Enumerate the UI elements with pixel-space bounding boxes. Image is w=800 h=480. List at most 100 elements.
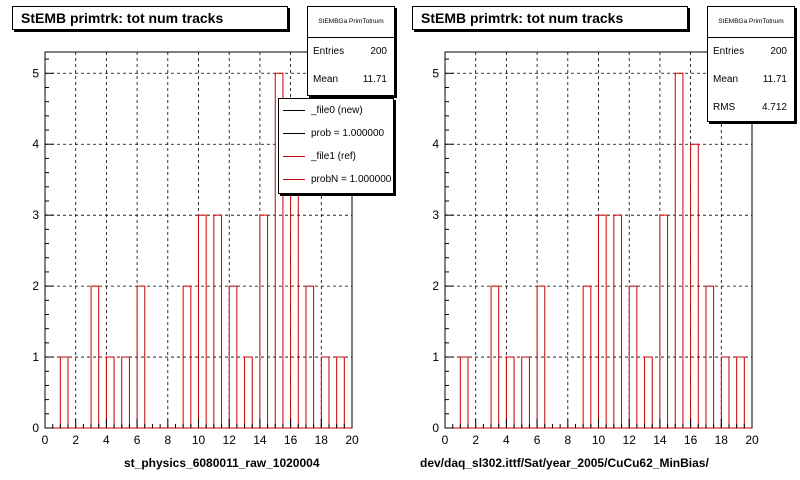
plot-title: StEMB primtrk: tot num tracks bbox=[12, 6, 288, 30]
x-tick-label: 4 bbox=[103, 433, 110, 447]
histogram-bin bbox=[644, 356, 653, 428]
legend-label: _file1 (ref) bbox=[311, 151, 357, 162]
stats-row-entries: Entries 200 bbox=[308, 38, 394, 66]
x-tick-label: 12 bbox=[223, 433, 237, 447]
y-tick-label: 0 bbox=[432, 421, 439, 435]
histogram-pad-right: 0 2 4 6 8 10 12 14 16 18 20 0 1 2 3 4 5 StEMB primtrk: t… bbox=[400, 0, 800, 480]
legend-swatch bbox=[283, 156, 305, 157]
legend-item: prob = 1.000000 bbox=[279, 122, 393, 145]
x-tick-label: 6 bbox=[534, 433, 541, 447]
x-tick-label: 20 bbox=[745, 433, 759, 447]
x-tick-label: 14 bbox=[253, 433, 267, 447]
x-tick-label: 12 bbox=[623, 433, 637, 447]
x-tick-label: 16 bbox=[684, 433, 698, 447]
y-tick-label: 3 bbox=[32, 208, 39, 222]
x-tick-label: 20 bbox=[345, 433, 359, 447]
x-tick-label: 18 bbox=[715, 433, 729, 447]
y-tick-label: 2 bbox=[32, 279, 39, 293]
stats-value: 11.71 bbox=[762, 74, 787, 85]
stats-key: Entries bbox=[713, 46, 745, 57]
stats-row-mean: Mean 11.71 bbox=[708, 66, 794, 94]
histogram-bin bbox=[536, 285, 546, 428]
stats-key: Entries bbox=[313, 46, 345, 57]
histogram-bin bbox=[182, 285, 192, 428]
stats-header: StEMBGa PrimTotnum bbox=[708, 7, 794, 38]
y-tick-label: 2 bbox=[432, 279, 439, 293]
legend-label: probN = 1.000000 bbox=[311, 174, 392, 185]
histogram-bin bbox=[336, 356, 345, 428]
histogram-bin bbox=[105, 356, 115, 428]
stats-value: 200 bbox=[370, 46, 387, 57]
histogram-bin bbox=[320, 356, 330, 428]
histogram-bin bbox=[228, 285, 238, 428]
histogram-bin bbox=[259, 214, 269, 428]
legend-label: prob = 1.000000 bbox=[311, 128, 385, 139]
x-tick-label: 0 bbox=[442, 433, 449, 447]
histogram-bin bbox=[90, 285, 100, 428]
x-tick-label: 18 bbox=[315, 433, 329, 447]
y-tick-label: 5 bbox=[32, 66, 39, 80]
stats-row-mean: Mean 11.71 bbox=[308, 66, 394, 94]
x-tick-label: 6 bbox=[134, 433, 141, 447]
histogram-bin bbox=[490, 285, 500, 428]
plot-title: StEMB primtrk: tot num tracks bbox=[412, 6, 688, 30]
x-tick-label: 2 bbox=[472, 433, 479, 447]
x-tick-label: 4 bbox=[503, 433, 510, 447]
x-axis-label: dev/daq_sl302.ittf/Sat/year_2005/CuCu62_… bbox=[420, 456, 709, 470]
histogram-bin bbox=[459, 356, 469, 428]
x-tick-label: 0 bbox=[42, 433, 49, 447]
histogram-bin bbox=[136, 285, 146, 428]
histogram-bin bbox=[736, 356, 745, 428]
histogram-bin bbox=[198, 214, 207, 428]
histogram-bin bbox=[705, 285, 715, 428]
histogram-bin bbox=[674, 72, 684, 428]
histogram-bin bbox=[690, 143, 699, 428]
histogram-bin bbox=[305, 285, 315, 428]
legend-item: probN = 1.000000 bbox=[279, 168, 393, 191]
x-tick-label: 10 bbox=[192, 433, 206, 447]
histogram-pad-left: 0 2 4 6 8 10 12 14 16 18 20 0 1 2 3 4 5 StEMB primtrk: t… bbox=[12, 6, 395, 470]
y-tick-label: 1 bbox=[32, 350, 39, 364]
y-tick-label: 3 bbox=[432, 208, 439, 222]
legend-item: _file0 (new) bbox=[279, 99, 393, 122]
stats-row-entries: Entries 200 bbox=[708, 38, 794, 66]
x-tick-label: 2 bbox=[72, 433, 79, 447]
stats-value: 200 bbox=[770, 46, 787, 57]
legend-swatch bbox=[283, 110, 305, 111]
legend-item: _file1 (ref) bbox=[279, 145, 393, 168]
x-tick-label: 8 bbox=[164, 433, 171, 447]
x-tick-label: 16 bbox=[284, 433, 298, 447]
x-axis-label: st_physics_6080011_raw_1020004 bbox=[124, 456, 320, 470]
stats-header: StEMBGa PrimTotnum bbox=[308, 7, 394, 38]
y-tick-label: 4 bbox=[32, 137, 39, 151]
legend-box: _file0 (new) prob = 1.000000 _file1 (ref… bbox=[278, 98, 394, 194]
stats-box: StEMBGa PrimTotnum Entries 200 Mean 11.7… bbox=[307, 6, 395, 96]
x-tick-label: 10 bbox=[592, 433, 606, 447]
histogram-bin bbox=[628, 285, 638, 428]
histogram-bin bbox=[59, 356, 69, 428]
stats-row-rms: RMS 4.712 bbox=[708, 94, 794, 122]
x-tick-label: 14 bbox=[653, 433, 667, 447]
stats-box: StEMBGa PrimTotnum Entries 200 Mean 11.7… bbox=[707, 6, 795, 122]
stats-key: RMS bbox=[713, 102, 736, 113]
histogram-bin bbox=[244, 356, 253, 428]
histogram-bin bbox=[121, 356, 130, 428]
stats-key: Mean bbox=[313, 74, 339, 85]
y-tick-label: 4 bbox=[432, 137, 439, 151]
histogram-bin bbox=[274, 72, 284, 428]
histogram-bin bbox=[521, 356, 530, 428]
legend-swatch bbox=[283, 133, 305, 134]
histogram-bin bbox=[582, 285, 592, 428]
histogram-bin bbox=[720, 356, 730, 428]
y-tick-label: 1 bbox=[432, 350, 439, 364]
stats-value: 4.712 bbox=[761, 102, 787, 113]
stats-key: Mean bbox=[713, 74, 739, 85]
y-tick-label: 5 bbox=[432, 66, 439, 80]
histogram-bin bbox=[598, 214, 607, 428]
histogram-bin bbox=[505, 356, 515, 428]
legend-swatch bbox=[283, 179, 305, 180]
histogram-bin bbox=[659, 214, 669, 428]
histogram-bin bbox=[613, 214, 623, 428]
stats-value: 11.71 bbox=[362, 74, 387, 85]
